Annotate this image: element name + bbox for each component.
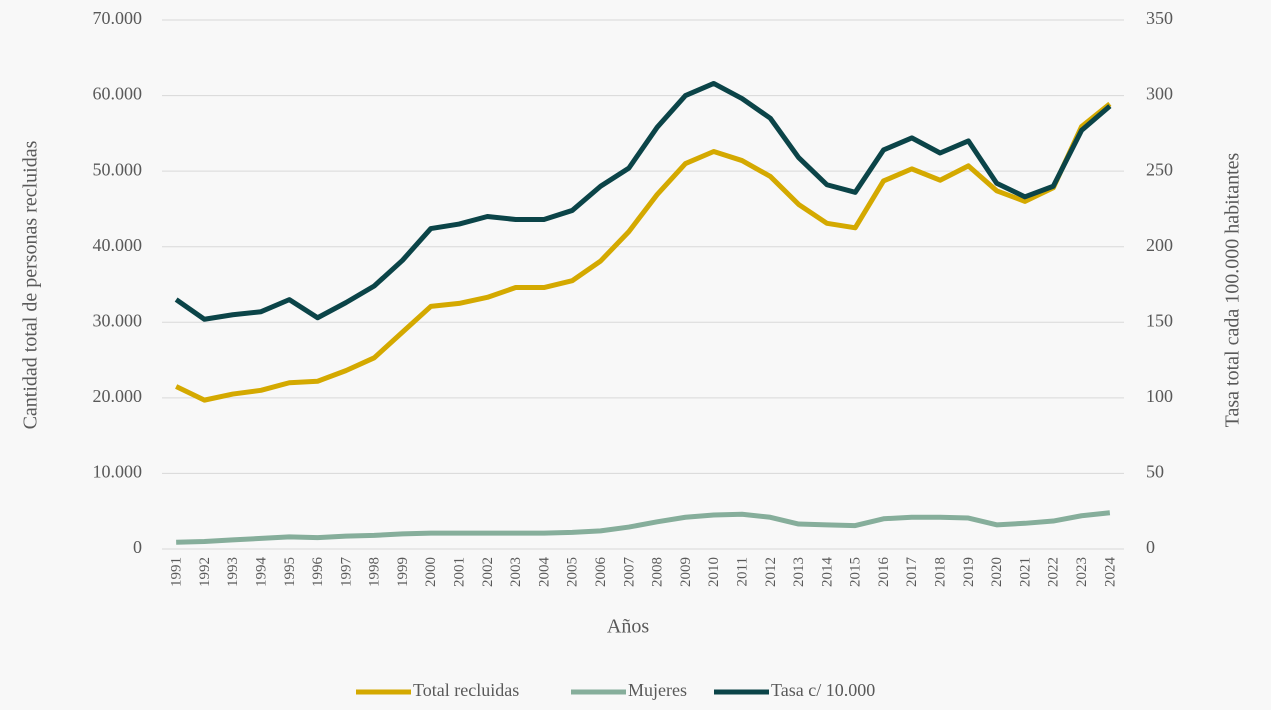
x-tick-label: 2022 (1046, 557, 1062, 587)
x-tick-label: 2021 (1017, 557, 1033, 587)
y-tick-label: 50.000 (93, 159, 143, 179)
x-tick-label: 2006 (593, 557, 609, 588)
legend-label: Mujeres (628, 680, 687, 700)
x-tick-label: 2024 (1102, 557, 1118, 588)
y2-tick-label: 250 (1146, 159, 1173, 179)
x-tick-label: 2007 (621, 557, 637, 588)
y2-tick-label: 50 (1146, 462, 1164, 482)
x-tick-label: 2012 (763, 557, 779, 587)
x-tick-label: 1999 (395, 557, 411, 587)
x-tick-label: 2017 (904, 557, 920, 588)
y-tick-label: 10.000 (93, 462, 143, 482)
x-tick-label: 2004 (536, 557, 552, 588)
x-tick-label: 1997 (338, 557, 354, 588)
y-tick-label: 60.000 (93, 84, 143, 104)
x-tick-label: 2003 (508, 557, 524, 587)
x-tick-label: 2019 (961, 557, 977, 587)
x-tick-label: 2010 (706, 557, 722, 587)
x-tick-label: 1996 (310, 557, 326, 588)
x-tick-label: 2002 (480, 557, 496, 587)
x-tick-label: 2018 (933, 557, 949, 587)
series-line (175, 101, 1112, 403)
y-tick-label: 30.000 (93, 310, 143, 330)
series-line (176, 510, 1111, 545)
x-tick-label: 1998 (367, 557, 383, 587)
x-tick-label: 2013 (791, 557, 807, 587)
legend-label: Total recluidas (413, 680, 519, 700)
x-tick-label: 1994 (253, 557, 269, 588)
x-tick-label: 2000 (423, 557, 439, 587)
series-line (174, 80, 1112, 322)
x-tick-label: 1992 (197, 557, 213, 587)
x-tick-label: 2023 (1074, 557, 1090, 587)
x-tick-label: 2009 (678, 557, 694, 587)
y2-axis-label: Tasa total cada 100.000 habitantes (1222, 152, 1244, 427)
y2-tick-label: 200 (1146, 235, 1173, 255)
y-tick-label: 20.000 (93, 386, 143, 406)
y2-tick-label: 0 (1146, 537, 1155, 557)
x-tick-label: 2011 (734, 557, 750, 586)
y-tick-label: 0 (133, 537, 142, 557)
legend-label: Tasa c/ 10.000 (771, 680, 875, 700)
x-tick-label: 2014 (819, 557, 835, 588)
x-tick-label: 1991 (169, 557, 185, 587)
x-tick-label: 1993 (225, 557, 241, 587)
y2-tick-label: 100 (1146, 386, 1173, 406)
y2-tick-label: 150 (1146, 310, 1173, 330)
x-tick-label: 2016 (876, 557, 892, 588)
y-tick-label: 70.000 (93, 8, 143, 28)
x-tick-label: 2008 (650, 557, 666, 587)
x-tick-label: 2005 (565, 557, 581, 587)
y2-tick-label: 350 (1146, 8, 1173, 28)
y-tick-label: 40.000 (93, 235, 143, 255)
x-axis-label: Años (607, 616, 649, 638)
y-axis-label: Cantidad total de personas recluidas (20, 140, 42, 429)
x-tick-label: 2001 (452, 557, 468, 587)
x-tick-label: 2015 (848, 557, 864, 587)
y2-tick-label: 300 (1146, 84, 1173, 104)
x-tick-label: 1995 (282, 557, 298, 587)
x-tick-label: 2020 (989, 557, 1005, 587)
